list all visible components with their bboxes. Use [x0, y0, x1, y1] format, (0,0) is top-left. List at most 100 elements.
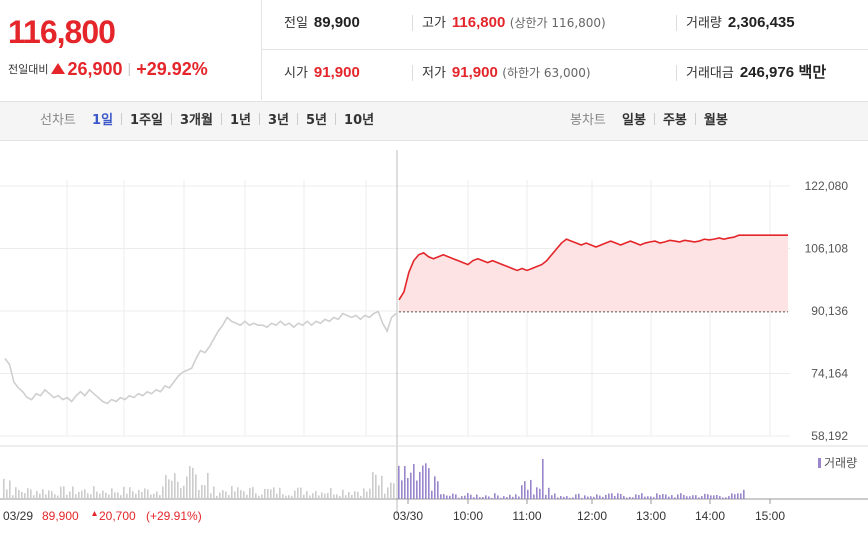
- volume-value: 2,306,435: [727, 14, 795, 31]
- line-chart-label: 선차트: [40, 113, 76, 128]
- prev-day-line: [4, 310, 397, 405]
- volume-bar: [30, 489, 32, 499]
- volume-bar: [336, 494, 338, 499]
- volume-bar: [455, 494, 457, 499]
- volume-bar: [300, 487, 302, 499]
- volume-bar: [237, 487, 239, 499]
- upper-limit-label: (상한가: [509, 16, 548, 30]
- volume-bar: [87, 493, 89, 499]
- x-tick-label: 13:00: [636, 509, 666, 523]
- tab-10y[interactable]: 10년: [344, 113, 375, 128]
- volume-bar: [539, 488, 541, 499]
- volume-bar: [243, 491, 245, 499]
- volume-bar: [369, 488, 371, 499]
- divider: [676, 15, 677, 31]
- volume-bar: [207, 472, 209, 499]
- prev-day-change-label: 20,700: [99, 509, 136, 523]
- y-tick-label: 74,164: [811, 367, 848, 381]
- tab-monthly[interactable]: 월봉: [703, 113, 728, 128]
- volume-bar: [315, 491, 317, 499]
- volume-bar: [354, 491, 356, 499]
- volume-bar: [428, 468, 430, 499]
- volume-bar: [123, 486, 125, 499]
- volume-bar: [665, 494, 667, 499]
- volume-bar: [575, 494, 577, 499]
- volume-bar: [201, 484, 203, 499]
- volume-bar: [602, 496, 604, 499]
- volume-bar: [620, 493, 622, 499]
- x-tick-label: 10:00: [453, 509, 483, 523]
- volume-bar: [66, 494, 68, 499]
- volume-bar: [458, 497, 460, 499]
- volume-bar: [545, 494, 547, 499]
- volume-bar: [668, 496, 670, 499]
- volume-bar: [491, 497, 493, 499]
- volume-bar: [716, 494, 718, 499]
- today-price-line: [398, 234, 788, 301]
- volume-bar: [524, 481, 526, 499]
- volume-bar: [419, 471, 421, 499]
- volume-bar: [626, 497, 628, 499]
- volume-bar: [18, 490, 20, 499]
- divider: |: [127, 60, 132, 76]
- volume-bar: [267, 489, 269, 499]
- tab-daily[interactable]: 일봉: [622, 113, 646, 128]
- volume-bar: [578, 493, 580, 499]
- volume-bar: [677, 494, 679, 499]
- volume-bar: [740, 493, 742, 499]
- volume-bar: [177, 481, 179, 499]
- volume-bar: [557, 497, 559, 499]
- volume-bar: [530, 479, 532, 499]
- today-area-fill: [399, 235, 788, 312]
- volume-bar: [342, 489, 344, 499]
- tab-1y[interactable]: 1년: [229, 113, 251, 128]
- low-stat: 저가 91,900 (하한가 63,000): [422, 50, 591, 99]
- volume-bar: [704, 493, 706, 499]
- volume-bar: [590, 496, 592, 499]
- volume-bar: [327, 493, 329, 499]
- volume-bar: [75, 494, 77, 499]
- volume-bar: [476, 494, 478, 499]
- volume-bar: [434, 476, 436, 499]
- volume-bar: [39, 493, 41, 499]
- volume-bar: [171, 480, 173, 499]
- intraday-price-chart: 122,080 106,108 90,136 74,164 58,192 거래량 03/…: [0, 150, 868, 523]
- tab-weekly[interactable]: 주봉: [662, 113, 687, 128]
- low-value: 91,900: [451, 64, 498, 81]
- volume-bar: [36, 491, 38, 499]
- tab-3y[interactable]: 3년: [268, 113, 290, 128]
- volume-bar: [312, 493, 314, 499]
- tab-1d[interactable]: 1일: [92, 113, 114, 128]
- change-label: 전일대비: [8, 63, 49, 76]
- volume-bar: [482, 496, 484, 499]
- tab-3m[interactable]: 3개월: [180, 113, 213, 128]
- volume-bar: [653, 497, 655, 499]
- amount-value: 246,976: [739, 64, 795, 81]
- volume-bar: [168, 479, 170, 499]
- volume-bar: [159, 495, 161, 499]
- volume-bar: [72, 486, 74, 499]
- volume-bar: [656, 493, 658, 499]
- volume-bar: [707, 494, 709, 499]
- low-label: 저가: [422, 66, 446, 81]
- prev-day-series: [4, 310, 397, 405]
- divider: [412, 15, 413, 31]
- y-tick-label: 122,080: [805, 179, 849, 193]
- volume-bar: [390, 482, 392, 499]
- volume-bar: [258, 495, 260, 499]
- volume-bar: [734, 494, 736, 499]
- tab-5y[interactable]: 5년: [306, 113, 328, 128]
- volume-bar: [536, 487, 538, 499]
- tab-1w[interactable]: 1주일: [130, 113, 164, 128]
- x-tick-label: 03/30: [393, 509, 423, 523]
- divider: [259, 113, 260, 125]
- volume-bar: [725, 497, 727, 499]
- y-tick-label: 106,108: [805, 242, 849, 256]
- volume-bar: [255, 493, 257, 499]
- volume-bar: [404, 466, 406, 499]
- volume-bar: [126, 493, 128, 499]
- volume-bar: [141, 491, 143, 499]
- today-series: [398, 234, 788, 313]
- stats-row-1: 전일 89,900 고가 116,800 (상한가 116,800) 거래량 2,30…: [262, 0, 868, 50]
- volume-bar: [587, 496, 589, 499]
